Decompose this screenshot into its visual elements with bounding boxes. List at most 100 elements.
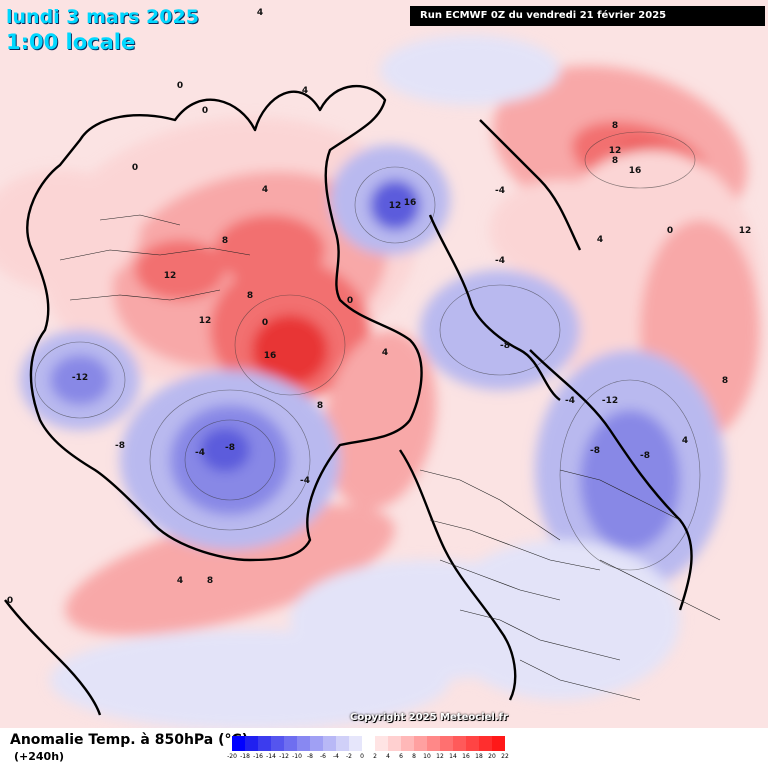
contour-value-label: 0	[347, 296, 353, 306]
color-scale-tick: 14	[449, 753, 457, 760]
legend-title: Anomalie Temp. à 850hPa (°C)	[10, 732, 249, 748]
cool-anomaly-area	[420, 270, 580, 390]
color-scale-tick: -8	[307, 753, 313, 760]
cool-anomaly-area	[380, 35, 560, 105]
contour-value-label: 8	[612, 156, 618, 166]
isoline	[34, 341, 126, 419]
cool-anomaly-area	[440, 540, 680, 700]
contour-value-label: 12	[739, 226, 752, 236]
warm-anomaly-area	[490, 180, 630, 280]
color-scale-swatch	[336, 736, 349, 751]
color-scale-swatch	[362, 736, 375, 751]
model-run-banner: Run ECMWF 0Z du vendredi 21 février 2025	[410, 6, 765, 26]
contour-value-label: -4	[495, 256, 505, 266]
warm-anomaly-area	[215, 215, 325, 285]
contour-value-label: -8	[500, 341, 510, 351]
color-scale-tick: -12	[279, 753, 289, 760]
isoline	[354, 166, 436, 244]
contour-value-label: 8	[247, 291, 253, 301]
color-scale-swatch	[427, 736, 440, 751]
color-scale-swatch	[479, 736, 492, 751]
country-borders	[59, 214, 721, 701]
color-scale-swatch	[466, 736, 479, 751]
border-line	[99, 214, 181, 226]
coastlines	[4, 85, 693, 716]
color-scale-swatch	[323, 736, 336, 751]
color-scale-tick: 6	[399, 753, 403, 760]
cool-anomaly-area	[50, 355, 110, 405]
contour-value-label: 12	[199, 316, 212, 326]
color-scale-swatch	[349, 736, 362, 751]
contour-value-label: -12	[72, 373, 88, 383]
contour-value-label: -8	[640, 451, 650, 461]
contour-value-label: 8	[612, 121, 618, 131]
cool-anomaly-area	[580, 410, 680, 550]
legend-bar: Anomalie Temp. à 850hPa (°C) (+240h) -20…	[0, 728, 768, 768]
contour-value-label: 0	[7, 596, 13, 606]
isolines	[34, 131, 701, 571]
contour-value-label: 4	[257, 8, 263, 18]
color-scale-tick: 20	[488, 753, 496, 760]
isoline	[439, 284, 561, 376]
contour-value-label: 0	[202, 106, 208, 116]
coastline	[479, 119, 582, 251]
contour-value-label: 8	[722, 376, 728, 386]
color-scale-tick: -4	[333, 753, 339, 760]
contour-value-label: -4	[300, 476, 310, 486]
contour-value-label: 12	[389, 201, 402, 211]
border-line	[459, 609, 621, 661]
contour-value-label: 8	[207, 576, 213, 586]
color-scale-swatch	[375, 736, 388, 751]
contour-value-label: -8	[115, 441, 125, 451]
color-scale-swatch	[440, 736, 453, 751]
border-line	[429, 519, 601, 571]
coastline	[428, 214, 561, 401]
isoline	[234, 294, 346, 396]
isoline	[149, 389, 311, 531]
contour-value-label: 4	[682, 436, 688, 446]
color-scale-tick: 0	[360, 753, 364, 760]
contour-value-label: 0	[177, 81, 183, 91]
warm-anomaly-area	[65, 504, 395, 636]
border-line	[519, 659, 641, 701]
border-line	[599, 559, 721, 621]
coastline	[399, 449, 517, 701]
warm-anomaly-area	[135, 240, 225, 300]
legend-subtitle: (+240h)	[14, 750, 65, 763]
color-scale-swatch	[453, 736, 466, 751]
coastline	[26, 85, 423, 562]
color-scale-swatch	[258, 736, 271, 751]
color-scale-tick: 22	[501, 753, 509, 760]
cool-anomaly-area	[200, 428, 250, 472]
contour-value-label: 0	[667, 226, 673, 236]
color-scale-tick: -16	[253, 753, 263, 760]
cool-anomaly-area	[370, 180, 420, 230]
contour-value-label: -12	[602, 396, 618, 406]
contour-value-label: 8	[222, 236, 228, 246]
contour-value-label: 4	[262, 185, 268, 195]
color-scale-swatch	[232, 736, 245, 751]
border-line	[59, 247, 251, 261]
border-line	[419, 469, 561, 541]
color-scale-tick: 8	[412, 753, 416, 760]
color-scale-tick: 18	[475, 753, 483, 760]
contour-value-label: -8	[225, 443, 235, 453]
contour-value-label: 4	[382, 348, 388, 358]
color-scale-tick: -20	[227, 753, 237, 760]
contour-value-label: 16	[264, 351, 277, 361]
contour-value-label: 4	[302, 86, 308, 96]
contour-value-label: 0	[262, 318, 268, 328]
contour-value-label: 16	[404, 198, 417, 208]
contour-value-label: 4	[597, 235, 603, 245]
contour-value-label: -8	[590, 446, 600, 456]
color-scale-swatch	[414, 736, 427, 751]
color-scale-tick: 12	[436, 753, 444, 760]
color-scale-swatch	[271, 736, 284, 751]
cool-anomaly-area	[50, 630, 450, 728]
contour-value-label: 12	[164, 271, 177, 281]
warm-anomaly-area	[252, 315, 328, 385]
color-scale-swatch	[310, 736, 323, 751]
color-scale-tick: -18	[240, 753, 250, 760]
isoline	[559, 379, 701, 571]
coastline	[4, 599, 102, 716]
